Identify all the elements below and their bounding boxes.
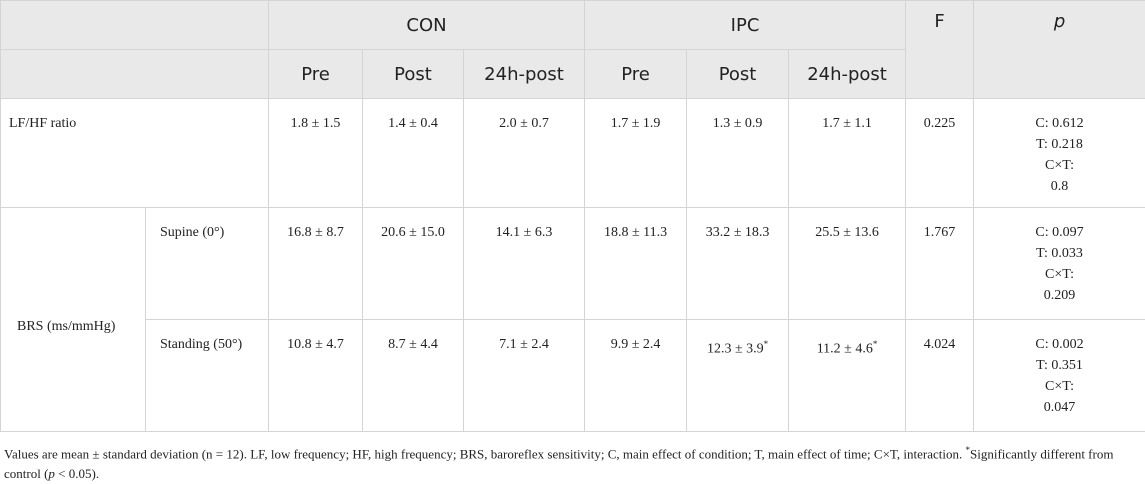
header-cell: IPC	[585, 1, 906, 50]
value-cell: 25.5 ± 13.6	[789, 208, 906, 320]
p-line: T: 0.033	[975, 243, 1144, 264]
header-cell: Pre	[269, 50, 363, 99]
p-line: 0.8	[975, 176, 1144, 197]
header-cell: CON	[269, 1, 585, 50]
p-line: C×T:	[975, 376, 1144, 397]
row-label: Standing (50°)	[146, 320, 269, 432]
header-cell	[1, 1, 269, 50]
header-cell: Post	[363, 50, 464, 99]
row-label: LF/HF ratio	[1, 99, 269, 208]
value-cell: 1.3 ± 0.9	[687, 99, 789, 208]
p-line: T: 0.218	[975, 134, 1144, 155]
p-line: C: 0.002	[975, 334, 1144, 355]
p-line: T: 0.351	[975, 355, 1144, 376]
footnote-text: Values are mean ± standard deviation (n …	[4, 446, 966, 461]
f-cell: 1.767	[906, 208, 974, 320]
value-cell: 1.4 ± 0.4	[363, 99, 464, 208]
footnote-text: < 0.05).	[55, 466, 99, 481]
value-cell: 1.7 ± 1.9	[585, 99, 687, 208]
header-cell: Pre	[585, 50, 687, 99]
value-text: 12.3 ± 3.9	[707, 342, 764, 357]
value-cell: 33.2 ± 18.3	[687, 208, 789, 320]
group-label: BRS (ms/mmHg)	[1, 208, 146, 432]
header-row: CON IPC F p	[1, 1, 1145, 50]
f-cell: 4.024	[906, 320, 974, 432]
value-cell: 2.0 ± 0.7	[464, 99, 585, 208]
p-line: C×T:	[975, 155, 1144, 176]
header-cell: 24h-post	[464, 50, 585, 99]
footnote: Values are mean ± standard deviation (n …	[0, 432, 1145, 484]
value-cell: 10.8 ± 4.7	[269, 320, 363, 432]
f-cell: 0.225	[906, 99, 974, 208]
header-cell	[1, 50, 269, 99]
p-line: C: 0.612	[975, 113, 1144, 134]
significance-mark: *	[873, 339, 878, 349]
value-cell: 14.1 ± 6.3	[464, 208, 585, 320]
header-cell: Post	[687, 50, 789, 99]
value-cell: 9.9 ± 2.4	[585, 320, 687, 432]
row-label: Supine (0°)	[146, 208, 269, 320]
value-text: 11.2 ± 4.6	[817, 342, 873, 357]
p-line: 0.209	[975, 285, 1144, 306]
header-cell: 24h-post	[789, 50, 906, 99]
value-cell: 11.2 ± 4.6*	[789, 320, 906, 432]
p-line: C×T:	[975, 264, 1144, 285]
p-line: C: 0.097	[975, 222, 1144, 243]
value-cell: 20.6 ± 15.0	[363, 208, 464, 320]
value-cell: 18.8 ± 11.3	[585, 208, 687, 320]
value-cell: 8.7 ± 4.4	[363, 320, 464, 432]
value-cell: 16.8 ± 8.7	[269, 208, 363, 320]
significance-mark: *	[764, 339, 769, 349]
header-cell: F	[906, 1, 974, 99]
value-cell: 1.7 ± 1.1	[789, 99, 906, 208]
header-cell: p	[974, 1, 1145, 99]
value-cell: 1.8 ± 1.5	[269, 99, 363, 208]
p-line: 0.047	[975, 397, 1144, 418]
value-cell: 7.1 ± 2.4	[464, 320, 585, 432]
value-cell: 12.3 ± 3.9*	[687, 320, 789, 432]
